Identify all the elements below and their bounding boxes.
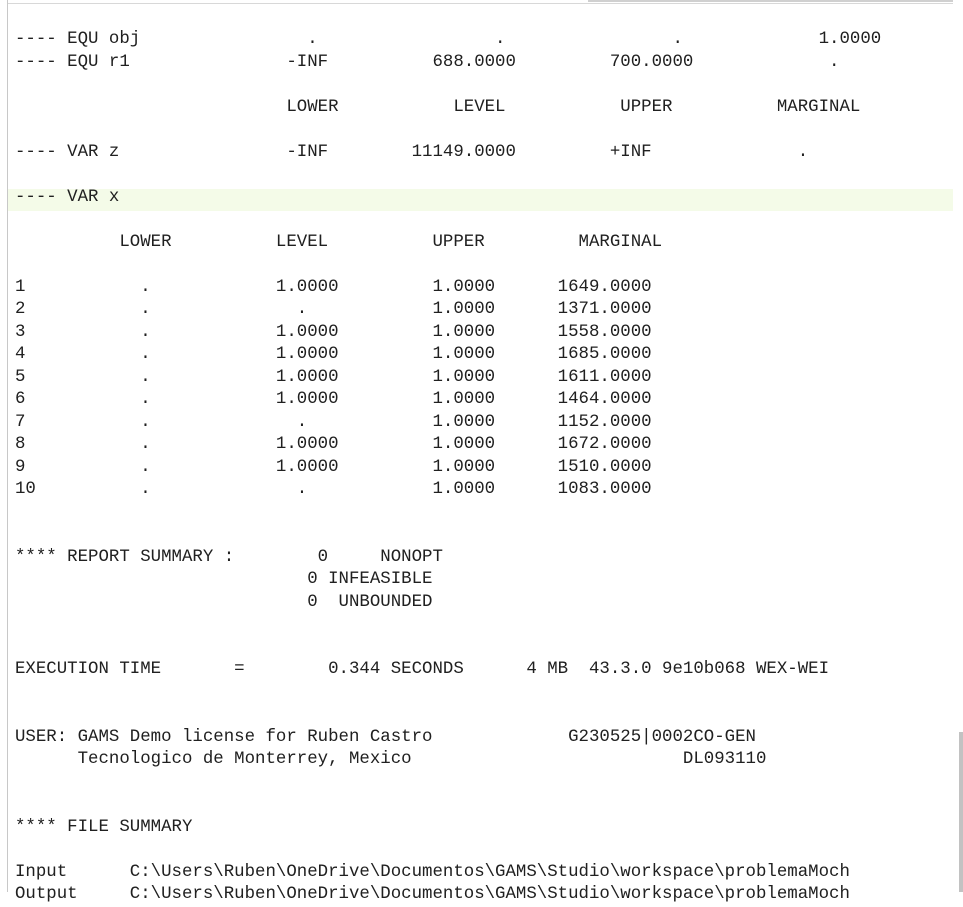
left-border [7, 0, 8, 892]
listing-line: 0 INFEASIBLE [15, 570, 433, 589]
listing-line [15, 209, 881, 232]
listing-line: LOWER LEVEL UPPER MARGINAL [15, 97, 861, 117]
listing-line [15, 254, 881, 277]
listing-line: Input C:\Users\Ruben\OneDrive\Documentos… [15, 862, 850, 882]
listing-line [15, 164, 881, 187]
listing-line: 3 . 1.0000 1.0000 1558.0000 [15, 322, 652, 342]
listing-line: 2 . . 1.0000 1371.0000 [15, 300, 652, 319]
top-border [8, 0, 963, 4]
listing-line: 10 . . 1.0000 1083.0000 [15, 480, 652, 499]
listing-line: 0 UNBOUNDED [15, 592, 433, 612]
listing-text: ---- EQU obj . . . 1.0000 ---- EQU r1 -IN… [15, 29, 881, 907]
listing-line: Output C:\Users\Ruben\OneDrive\Documento… [15, 885, 850, 904]
listing-line [15, 637, 881, 660]
listing-line: EXECUTION TIME = 0.344 SECONDS 4 MB 43.3… [15, 660, 830, 679]
listing-line: **** FILE SUMMARY [15, 817, 193, 837]
listing-line: ---- VAR x [15, 187, 120, 207]
listing-line [15, 74, 881, 97]
current-line-highlight [8, 189, 953, 211]
listing-line: 6 . 1.0000 1.0000 1464.0000 [15, 390, 652, 409]
listing-line: Tecnologico de Monterrey, Mexico DL09311… [15, 750, 767, 769]
listing-line: USER: GAMS Demo license for Ruben Castro… [15, 727, 756, 747]
listing-line: ---- VAR z -INF 11149.0000 +INF . [15, 142, 809, 162]
listing-line [15, 704, 881, 727]
listing-line [15, 772, 881, 795]
listing-line: 5 . 1.0000 1.0000 1611.0000 [15, 367, 652, 387]
listing-line: 8 . 1.0000 1.0000 1672.0000 [15, 435, 652, 454]
listing-line: ---- EQU r1 -INF 688.0000 700.0000 . [15, 52, 840, 72]
listing-line [15, 502, 881, 525]
listing-line [15, 839, 881, 862]
listing-line [15, 524, 881, 547]
listing-line: 4 . 1.0000 1.0000 1685.0000 [15, 345, 652, 364]
listing-line: 9 . 1.0000 1.0000 1510.0000 [15, 457, 652, 477]
listing-line [15, 614, 881, 637]
listing-line [15, 119, 881, 142]
listing-line: 1 . 1.0000 1.0000 1649.0000 [15, 277, 652, 297]
listing-line: **** REPORT SUMMARY : 0 NONOPT [15, 547, 443, 567]
listing-line [15, 682, 881, 705]
listing-line: 7 . . 1.0000 1152.0000 [15, 412, 652, 432]
tab-strip-edge [588, 0, 963, 2]
scrollbar-thumb[interactable] [959, 732, 963, 892]
vertical-scrollbar[interactable] [953, 0, 963, 892]
listing-line [15, 794, 881, 817]
listing-line: LOWER LEVEL UPPER MARGINAL [15, 232, 663, 252]
listing-line: ---- EQU obj . . . 1.0000 [15, 30, 882, 49]
